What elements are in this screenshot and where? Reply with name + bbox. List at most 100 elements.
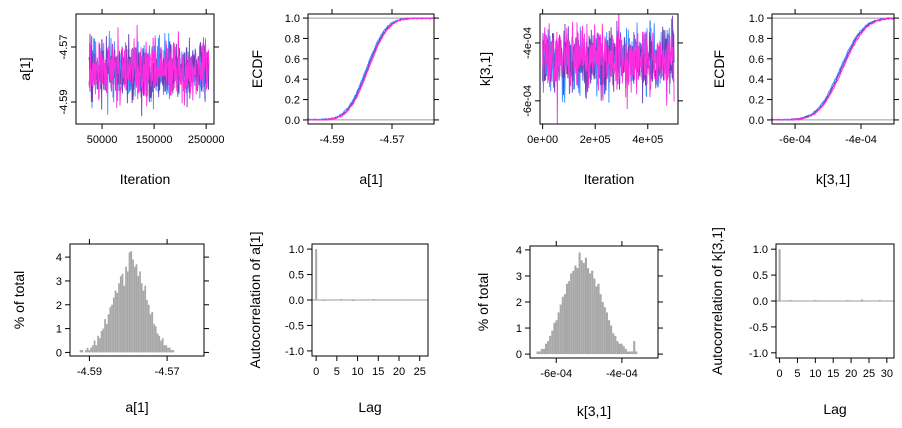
hist-k31-bar-4 bbox=[544, 343, 548, 355]
hist-a1-bar-17 bbox=[109, 307, 112, 353]
hist-a1-bar-35 bbox=[140, 283, 143, 353]
hist-k31-bar-26 bbox=[591, 270, 594, 355]
acf-a1-xtick-label-1: 5 bbox=[334, 366, 340, 378]
hist-a1-xtick-label-1: -4.57 bbox=[155, 366, 180, 378]
hist-k31-bar-17 bbox=[572, 270, 575, 355]
ecdf-a1-ytick-label-2: 0.4 bbox=[285, 74, 300, 86]
hist-a1-bar-43 bbox=[154, 326, 157, 353]
trace-a1-y-title: a[1] bbox=[17, 57, 33, 80]
hist-k31-bar-16 bbox=[570, 273, 573, 355]
acf-k31-ytick-label-4: -1.0 bbox=[749, 348, 768, 360]
hist-k31-bar-34 bbox=[607, 320, 611, 355]
acf-a1-ytick-label-3: -0.5 bbox=[285, 320, 304, 332]
acf-k31-panel: 0 5 10 15 20 25 30 1.0 0.5 0.0 -0.5 -1.0 Lag Autocorr… bbox=[709, 227, 895, 417]
hist-a1-bar-29 bbox=[130, 251, 133, 353]
hist-a1-bar-0 bbox=[79, 350, 82, 353]
ecdf-a1-marks bbox=[308, 17, 434, 121]
hist-k31-bar-37 bbox=[614, 335, 617, 355]
trace-a1-x-title: Iteration bbox=[120, 171, 171, 187]
acf-k31-xtick-label-6: 30 bbox=[881, 368, 893, 380]
hist-k31-panel: -6e-04 -4e-04 0 1 2 3 4 k[3,1] % of total bbox=[475, 241, 663, 419]
hist-k31-bar-38 bbox=[616, 341, 619, 355]
hist-a1-bar-18 bbox=[111, 304, 113, 353]
hist-k31-bar-20 bbox=[578, 252, 581, 355]
acf-a1-y-title: Autocorrelation of a[1] bbox=[247, 232, 263, 369]
trace-a1-chain-3-line bbox=[88, 24, 210, 109]
ecdf-k31-chain-3-ecdf bbox=[772, 17, 894, 121]
hist-a1-bar-11 bbox=[98, 338, 101, 353]
hist-a1-bar-8 bbox=[93, 340, 96, 353]
acf-a1-ytick-label-2: 0.0 bbox=[289, 295, 304, 307]
hist-k31-bar-28 bbox=[595, 286, 598, 355]
hist-k31-bar-5 bbox=[547, 341, 550, 355]
hist-a1-bar-40 bbox=[149, 314, 152, 353]
ecdf-a1-ytick-label-3: 0.6 bbox=[285, 54, 300, 66]
hist-k31-xtick-label-0: -6e-04 bbox=[540, 368, 572, 380]
hist-k31-bar-36 bbox=[612, 333, 615, 355]
hist-a1-marks bbox=[79, 251, 175, 353]
hist-k31-bar-35 bbox=[610, 325, 613, 355]
hist-k31-ytick-label-0: 0 bbox=[516, 349, 522, 361]
hist-k31-bar-33 bbox=[605, 312, 608, 355]
acf-k31-ytick-label-0: 1.0 bbox=[753, 244, 768, 256]
hist-a1-ytick-label-2: 2 bbox=[56, 300, 62, 312]
hist-a1-frame bbox=[69, 243, 205, 357]
ecdf-k31-ytick-label-2: 0.4 bbox=[749, 74, 764, 86]
hist-k31-ytick-label-4: 4 bbox=[516, 245, 522, 257]
hist-a1-bar-34 bbox=[139, 271, 141, 353]
ecdf-a1-y-title: ECDF bbox=[249, 50, 265, 88]
acf-k31-ytick-label-1: 0.5 bbox=[753, 270, 768, 282]
trace-k31-marks bbox=[542, 14, 675, 124]
hist-k31-bar-12 bbox=[561, 296, 564, 355]
hist-k31-x-title: k[3,1] bbox=[577, 403, 611, 419]
hist-k31-ytick-label-2: 2 bbox=[516, 297, 522, 309]
ecdf-a1-xtick-label-1: -4.57 bbox=[379, 134, 404, 146]
hist-k31-bar-11 bbox=[559, 304, 562, 355]
acf-a1-xtick-label-4: 20 bbox=[393, 366, 405, 378]
hist-a1-bar-44 bbox=[156, 333, 159, 353]
ecdf-k31-x-title: k[3,1] bbox=[816, 171, 850, 187]
trace-k31-xtick-label-1: 2e+05 bbox=[580, 134, 611, 146]
ecdf-a1-ytick-label-5: 1.0 bbox=[285, 13, 300, 25]
hist-a1-xtick-label-0: -4.59 bbox=[77, 366, 102, 378]
ecdf-a1-ytick-label-1: 0.2 bbox=[285, 95, 300, 107]
hist-a1-bar-28 bbox=[128, 252, 131, 353]
hist-a1-bar-38 bbox=[146, 300, 148, 353]
trace-a1-xtick-label-1: 150000 bbox=[136, 134, 173, 146]
hist-k31-bar-19 bbox=[576, 268, 579, 355]
hist-a1-y-title: % of total bbox=[11, 271, 27, 329]
trace-k31-ytick-label-1: -6e-04 bbox=[522, 85, 534, 117]
hist-a1-bar-9 bbox=[95, 345, 98, 353]
hist-a1-bar-53 bbox=[172, 350, 175, 353]
trace-k31-frame bbox=[539, 13, 679, 125]
hist-a1-bar-10 bbox=[97, 335, 99, 353]
hist-k31-bar-0 bbox=[536, 351, 539, 355]
acf-a1-x-title: Lag bbox=[358, 399, 381, 415]
hist-a1-bar-27 bbox=[126, 271, 129, 353]
hist-a1-bar-48 bbox=[163, 345, 166, 353]
acf-k31-x-title: Lag bbox=[823, 401, 846, 417]
trace-k31-y-title: k[3,1] bbox=[477, 52, 493, 86]
ecdf-a1-ytick-label-0: 0.0 bbox=[285, 115, 300, 127]
hist-a1-bar-13 bbox=[102, 328, 105, 353]
hist-k31-bar-10 bbox=[557, 312, 560, 355]
acf-a1-xtick-label-5: 25 bbox=[414, 366, 426, 378]
ecdf-k31-chain-1-ecdf bbox=[772, 17, 894, 121]
ecdf-a1-x-title: a[1] bbox=[359, 171, 382, 187]
ecdf-a1-frame bbox=[307, 13, 435, 125]
hist-k31-bar-23 bbox=[584, 257, 587, 355]
ecdf-k31-chain-2-ecdf bbox=[772, 17, 894, 121]
hist-a1-bar-19 bbox=[112, 297, 115, 353]
hist-a1-bar-49 bbox=[165, 345, 168, 353]
hist-a1-bar-1 bbox=[81, 350, 84, 353]
hist-a1-bar-5 bbox=[88, 350, 91, 353]
ecdf-a1-ytick-label-4: 0.8 bbox=[285, 33, 300, 45]
hist-a1-bar-25 bbox=[123, 285, 126, 353]
hist-k31-ytick-label-3: 3 bbox=[516, 271, 522, 283]
hist-a1-bar-23 bbox=[119, 276, 122, 353]
hist-a1-bar-42 bbox=[153, 323, 155, 353]
trace-a1-marks bbox=[88, 24, 210, 117]
hist-k31-bar-25 bbox=[589, 273, 592, 355]
trace-a1-ytick-label-0: -4.57 bbox=[58, 34, 70, 59]
